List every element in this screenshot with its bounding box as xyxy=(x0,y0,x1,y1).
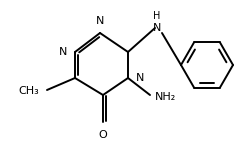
Text: CH₃: CH₃ xyxy=(18,86,39,96)
Text: O: O xyxy=(98,130,107,140)
Text: N: N xyxy=(152,23,160,33)
Text: H: H xyxy=(153,11,160,21)
Text: N: N xyxy=(58,47,67,57)
Text: N: N xyxy=(96,16,104,26)
Text: N: N xyxy=(136,73,144,83)
Text: NH₂: NH₂ xyxy=(154,92,176,102)
